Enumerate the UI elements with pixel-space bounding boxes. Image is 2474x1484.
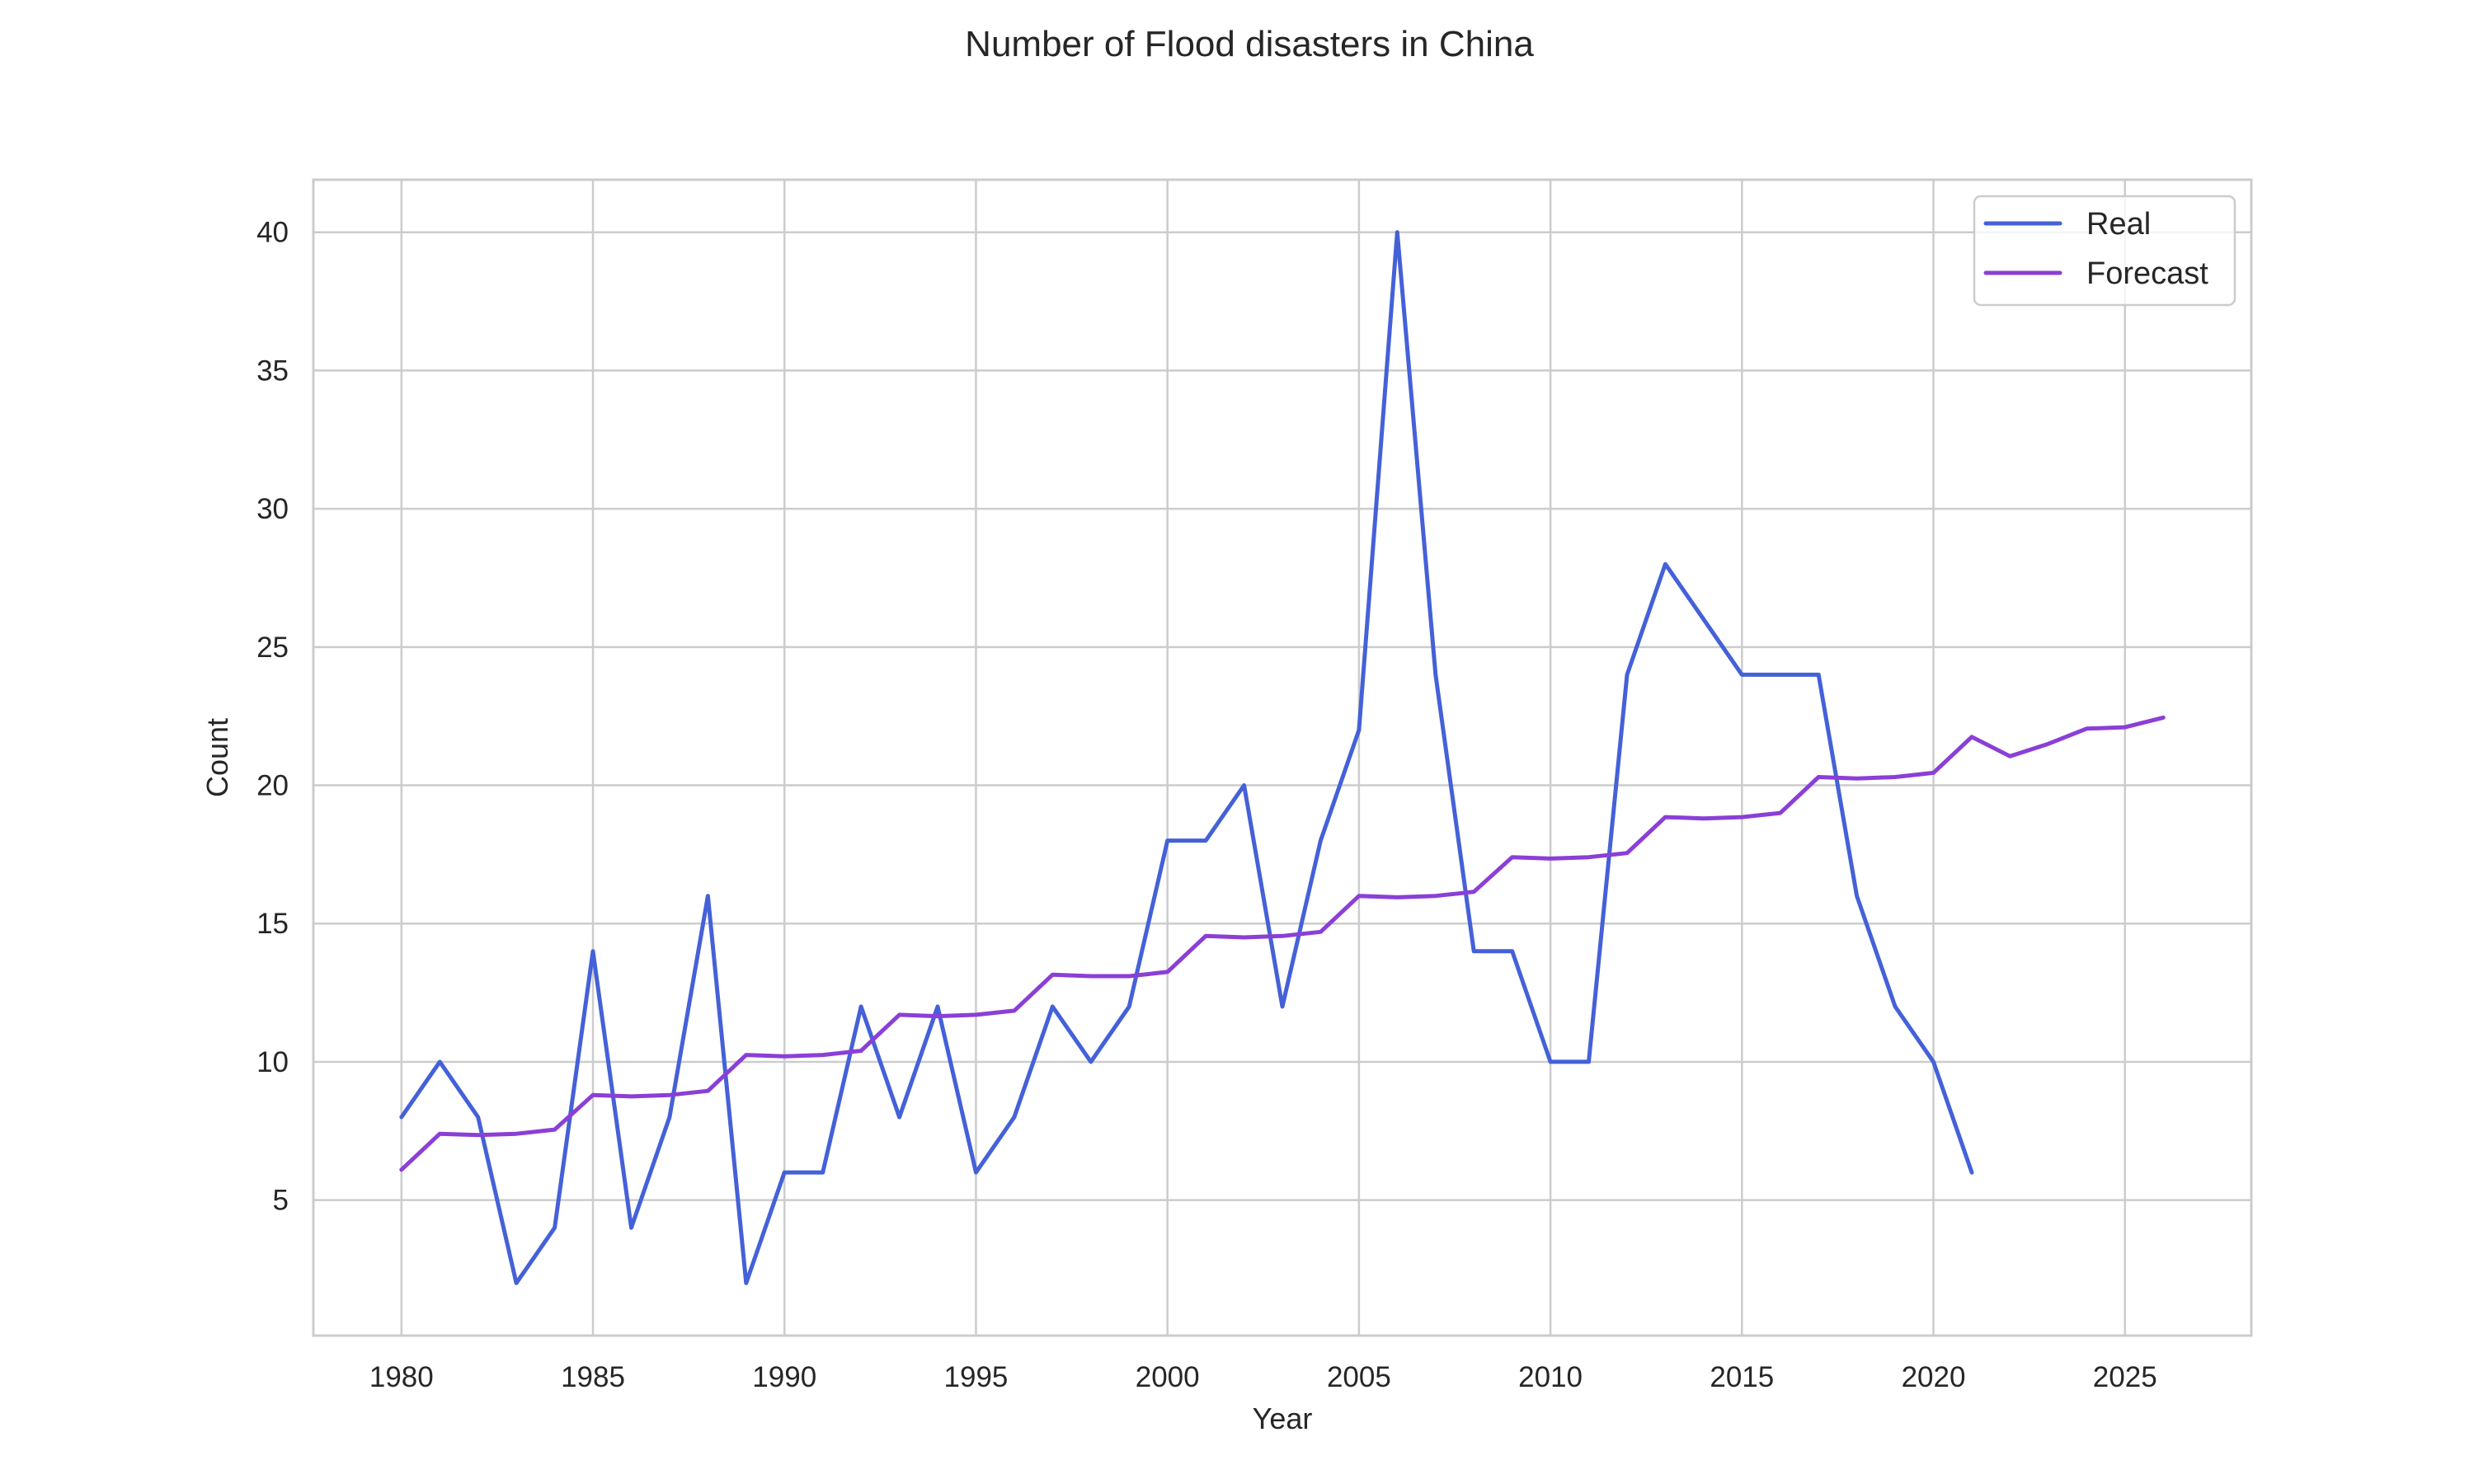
x-tick-label: 1995	[944, 1361, 1009, 1393]
y-tick-label: 15	[256, 908, 289, 940]
y-tick-label: 30	[256, 493, 289, 525]
legend-label-forecast: Forecast	[2086, 256, 2208, 291]
series-line-real	[399, 230, 1974, 1285]
y-tick-label: 35	[256, 355, 289, 387]
y-tick-label: 10	[256, 1046, 289, 1078]
x-tick-labels: 1980 1985 1990 1995 2000 2005 2010 2015 2020 2025	[369, 1361, 2157, 1393]
x-tick-label: 1985	[561, 1361, 625, 1393]
chart-title: Number of Flood disasters in China	[965, 24, 1534, 64]
y-axis-label: Count	[200, 718, 234, 797]
y-tick-labels: 5 10 15 20 25 30 35 40	[256, 217, 289, 1217]
x-tick-label: 2000	[1136, 1361, 1200, 1393]
x-tick-label: 2010	[1518, 1361, 1583, 1393]
x-tick-label: 1980	[369, 1361, 434, 1393]
x-tick-label: 2015	[1710, 1361, 1774, 1393]
x-tick-label: 2025	[2093, 1361, 2157, 1393]
x-tick-label: 2005	[1327, 1361, 1391, 1393]
y-tick-label: 40	[256, 217, 289, 249]
x-tick-label: 2020	[1902, 1361, 1966, 1393]
legend-label-real: Real	[2086, 207, 2151, 242]
y-tick-label: 5	[273, 1185, 289, 1217]
series-lines	[399, 230, 2166, 1285]
y-tick-label: 25	[256, 632, 289, 664]
legend: Real Forecast	[1973, 195, 2236, 307]
plot-area-frame	[312, 178, 2253, 1337]
x-tick-label: 1990	[752, 1361, 816, 1393]
grid	[313, 180, 2251, 1336]
y-tick-label: 20	[256, 770, 289, 802]
x-axis-label: Year	[1253, 1402, 1313, 1435]
